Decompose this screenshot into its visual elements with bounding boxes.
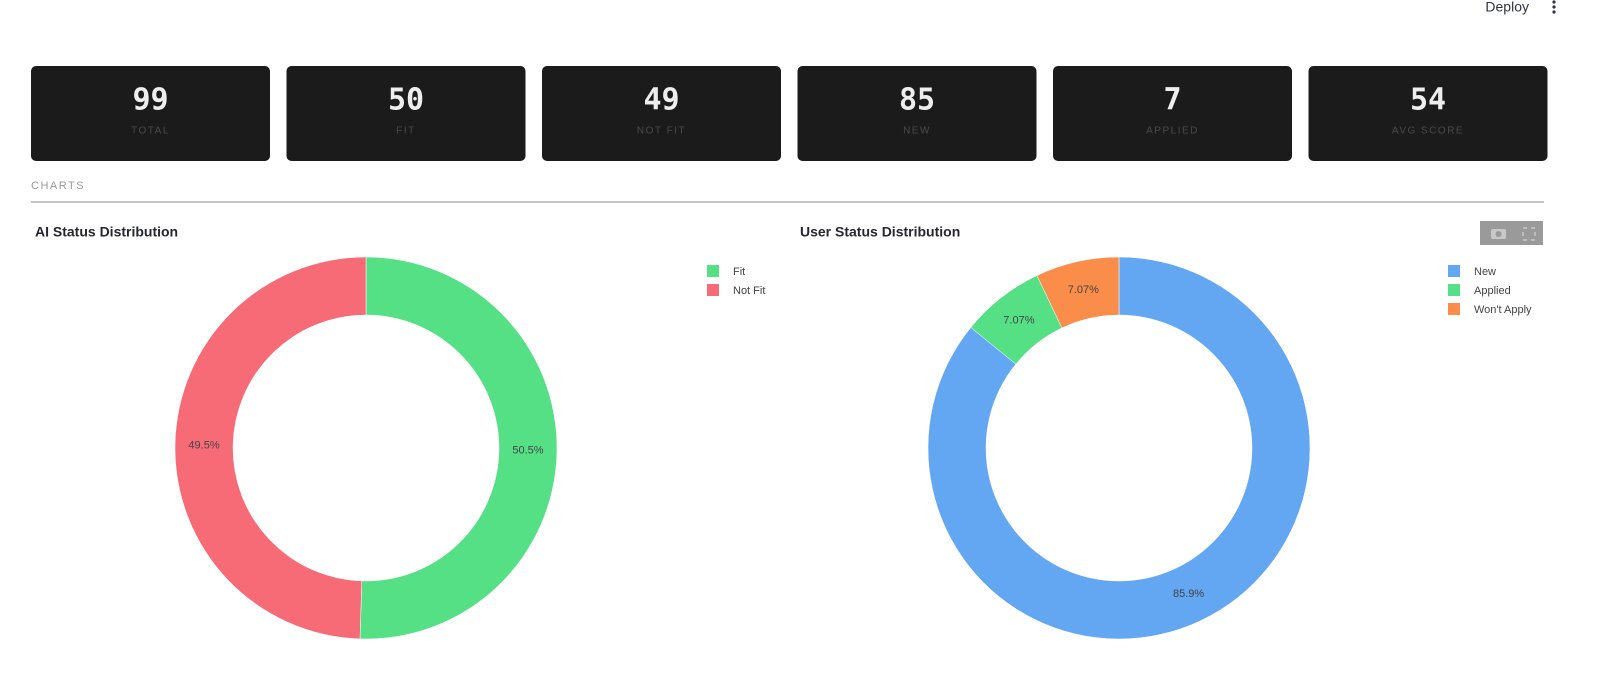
metric-label: APPLIED <box>1146 126 1199 137</box>
metric-value: 49 <box>643 83 679 118</box>
slice-label: 50.5% <box>512 444 543 456</box>
metric-value: 54 <box>1410 83 1446 118</box>
metric-value: 7 <box>1163 83 1181 118</box>
modebar <box>1480 221 1543 245</box>
metric-label: FIT <box>396 126 416 137</box>
metric-card <box>31 66 270 161</box>
legend-swatch <box>1448 303 1460 315</box>
legend-swatch <box>1448 284 1460 296</box>
chart-title: User Status Distribution <box>800 224 960 240</box>
legend-label: Won't Apply <box>1474 304 1532 316</box>
legend-label: Fit <box>733 266 745 278</box>
legend-label: Not Fit <box>733 285 765 297</box>
metric-label: TOTAL <box>131 126 170 137</box>
metric-card <box>1053 66 1292 161</box>
slice-label: 7.07% <box>1003 315 1034 327</box>
slice-label: 49.5% <box>188 439 219 451</box>
chart-title: AI Status Distribution <box>35 224 178 240</box>
legend-label: Applied <box>1474 285 1511 297</box>
metric-card <box>797 66 1037 161</box>
metric-card <box>286 66 526 161</box>
slice-label: 7.07% <box>1068 284 1099 296</box>
metric-value: 85 <box>899 83 935 118</box>
deploy-button[interactable]: Deploy <box>1485 0 1529 15</box>
metric-value: 99 <box>132 83 168 118</box>
metric-card <box>1308 66 1548 161</box>
metric-value: 50 <box>388 83 424 118</box>
menu-icon[interactable] <box>1552 0 1556 14</box>
legend-swatch <box>1448 265 1460 277</box>
metric-label: AVG SCORE <box>1392 126 1464 137</box>
legend-swatch <box>707 284 719 296</box>
fullscreen-icon[interactable] <box>1522 227 1536 241</box>
modebar-bg <box>1480 221 1543 245</box>
pie-slice <box>359 256 558 640</box>
metric-label: NOT FIT <box>637 126 686 137</box>
pie-slice <box>927 256 1311 640</box>
legend-label: New <box>1474 266 1496 278</box>
section-label: CHARTS <box>31 180 85 192</box>
pie-slice <box>174 256 367 640</box>
legend-swatch <box>707 265 719 277</box>
metric-label: NEW <box>903 126 931 137</box>
metric-card <box>542 66 781 161</box>
pie-slice <box>1036 256 1120 329</box>
slice-label: 85.9% <box>1173 588 1204 600</box>
